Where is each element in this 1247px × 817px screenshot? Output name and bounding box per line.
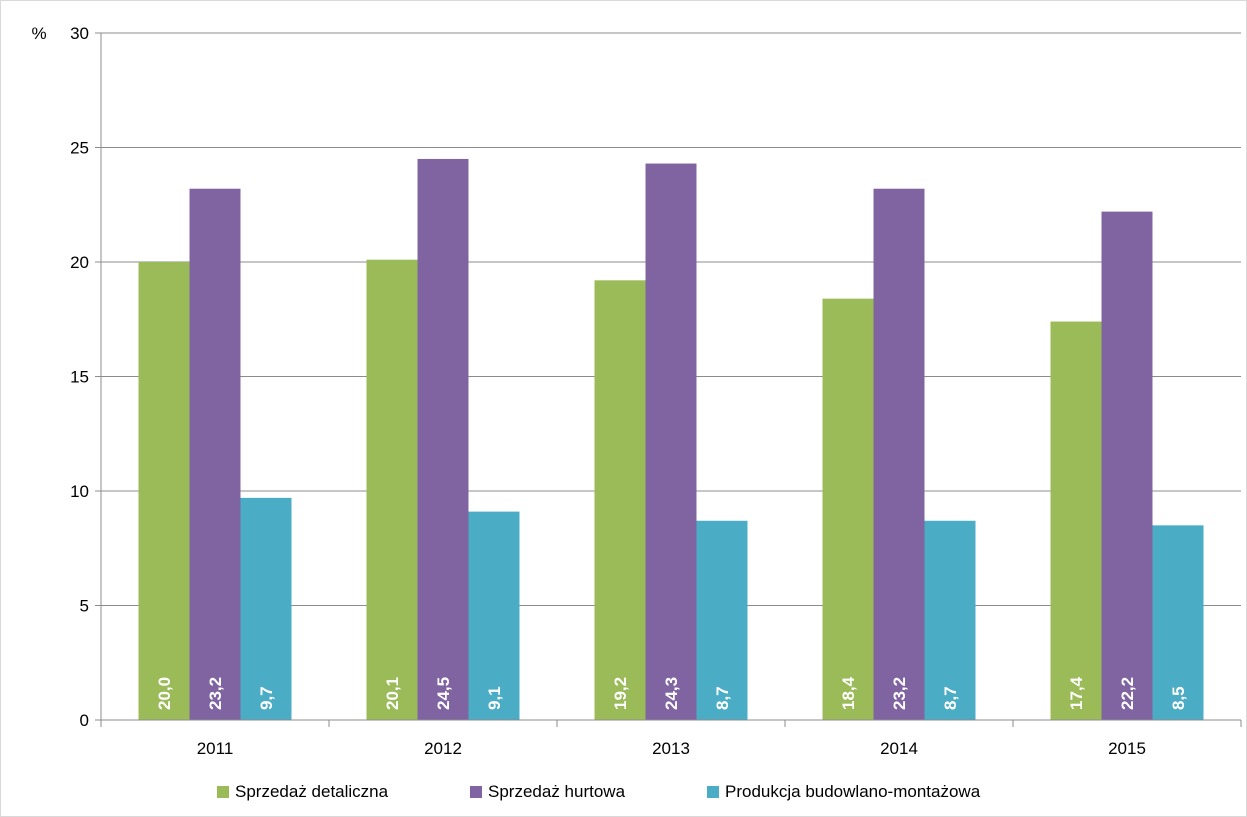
bar — [924, 520, 976, 720]
y-tick-label: 25 — [70, 139, 89, 158]
y-tick-label: 5 — [80, 597, 89, 616]
data-label: 24,3 — [662, 677, 681, 710]
data-label: 23,2 — [890, 677, 909, 710]
x-tick-label: 2014 — [880, 739, 918, 758]
data-label: 8,7 — [713, 686, 732, 710]
bar — [366, 259, 418, 720]
legend-label: Sprzedaż hurtowa — [488, 782, 626, 801]
bar — [468, 511, 520, 720]
x-tick-label: 2013 — [652, 739, 690, 758]
data-label: 17,4 — [1067, 676, 1086, 710]
bar — [645, 163, 697, 720]
legend-label: Sprzedaż detaliczna — [235, 782, 389, 801]
bar — [822, 298, 874, 720]
bar — [240, 497, 292, 720]
x-tick-label: 2015 — [1108, 739, 1146, 758]
y-axis-unit-label: % — [31, 24, 46, 43]
data-label: 19,2 — [611, 677, 630, 710]
data-label: 22,2 — [1118, 677, 1137, 710]
data-label: 9,1 — [485, 686, 504, 710]
legend-label: Produkcja budowlano-montażowa — [725, 782, 981, 801]
data-label: 8,7 — [941, 686, 960, 710]
legend-swatch — [470, 786, 482, 798]
axes: 0 5 10 15 20 25 30% 2011 2012 2013 2014 2015 — [31, 24, 1242, 758]
data-label: 23,2 — [206, 677, 225, 710]
x-tick-label: 2012 — [424, 739, 462, 758]
bar — [138, 262, 190, 720]
y-tick-label: 20 — [70, 253, 89, 272]
data-label: 9,7 — [257, 686, 276, 710]
bar — [1101, 211, 1153, 720]
bar — [189, 188, 241, 721]
data-label: 8,5 — [1169, 686, 1188, 710]
bar — [417, 158, 469, 720]
data-label: 20,0 — [155, 677, 174, 710]
bar — [873, 188, 925, 721]
bar — [594, 280, 646, 720]
y-tick-label: 15 — [70, 368, 89, 387]
y-tick-label: 10 — [70, 482, 89, 501]
legend-swatch — [217, 786, 229, 798]
data-label: 20,1 — [383, 677, 402, 710]
y-tick-label: 30 — [70, 24, 89, 43]
y-tick-label: 0 — [80, 711, 89, 730]
data-label: 24,5 — [434, 677, 453, 710]
bars — [138, 158, 1204, 721]
legend-swatch — [707, 786, 719, 798]
legend: Sprzedaż detaliczna Sprzedaż hurtowa Produ… — [217, 782, 981, 801]
data-label: 18,4 — [839, 676, 858, 710]
x-tick-label: 2011 — [197, 739, 234, 758]
bar — [696, 520, 748, 720]
bar — [1050, 321, 1102, 720]
bar — [1152, 525, 1204, 720]
data-labels: 20,0 23,2 9,7 20,1 24,5 9,1 19,2 24,3 8,7 18,4 23,… — [155, 676, 1188, 710]
